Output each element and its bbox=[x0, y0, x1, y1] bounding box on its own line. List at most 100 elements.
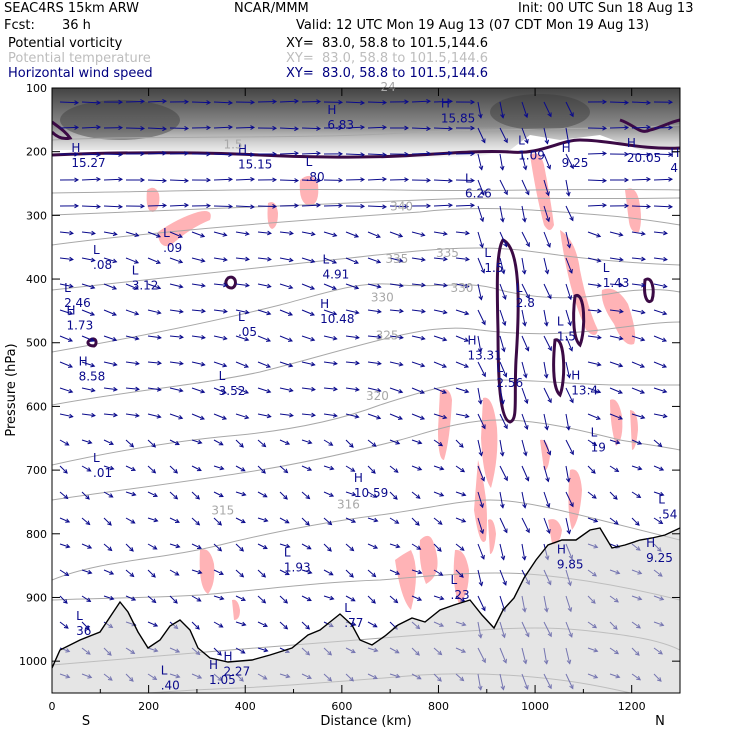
wind-vector-head bbox=[240, 467, 246, 472]
wind-vector-head bbox=[522, 451, 528, 457]
wind-vector-head bbox=[546, 164, 551, 170]
wind-vector-head bbox=[228, 152, 234, 158]
wind-vector-head bbox=[525, 190, 530, 196]
wind-vector-head bbox=[338, 177, 344, 183]
wind-vector-head bbox=[112, 361, 118, 367]
wind-vector-head bbox=[460, 467, 466, 473]
wind-vector-head bbox=[90, 257, 96, 263]
wind-vector-head bbox=[480, 268, 486, 274]
extremum-type: L bbox=[161, 663, 168, 677]
wind-vector-head bbox=[397, 415, 403, 420]
legend-wind-label: Horizontal wind speed bbox=[8, 66, 153, 81]
extremum-value: 3.52 bbox=[219, 384, 246, 398]
wind-vector bbox=[59, 413, 73, 418]
wind-vector bbox=[213, 517, 222, 526]
wind-vector-head bbox=[501, 347, 506, 353]
wind-vector-head bbox=[499, 451, 505, 457]
wind-vector-head bbox=[177, 233, 183, 238]
wind-vector bbox=[191, 621, 200, 630]
wind-vector bbox=[367, 231, 381, 238]
wind-vector-head bbox=[458, 443, 464, 448]
wind-vector-head bbox=[593, 518, 599, 523]
wind-vector bbox=[59, 621, 69, 629]
wind-vector bbox=[103, 569, 114, 575]
wind-vector bbox=[631, 439, 642, 445]
wind-vector-head bbox=[565, 425, 571, 431]
wind-vector bbox=[279, 257, 293, 262]
wind-vector-head bbox=[569, 502, 574, 508]
wind-vector bbox=[587, 204, 607, 207]
wind-vector bbox=[323, 361, 337, 365]
wind-vector bbox=[587, 517, 598, 523]
wind-vector-head bbox=[134, 413, 140, 418]
wind-vector-head bbox=[250, 99, 256, 105]
wind-vector bbox=[411, 283, 425, 286]
wind-vector-head bbox=[478, 295, 484, 301]
wind-vector bbox=[433, 257, 447, 260]
wind-vector bbox=[389, 517, 399, 524]
wind-vector-head bbox=[288, 284, 294, 290]
wind-vector-head bbox=[310, 285, 316, 290]
wind-vector bbox=[367, 178, 387, 181]
plot-frame bbox=[51, 87, 681, 694]
wind-vector-head bbox=[376, 284, 382, 289]
wind-vector-head bbox=[96, 124, 102, 130]
wind-vector-head bbox=[465, 256, 470, 262]
wind-vector bbox=[323, 413, 337, 417]
wind-vector-head bbox=[376, 259, 382, 264]
wind-vector-head bbox=[662, 310, 668, 316]
wind-vector bbox=[59, 309, 73, 315]
wind-vector-head bbox=[376, 309, 382, 314]
extremum-value: 9.85 bbox=[557, 557, 584, 571]
wind-vector-head bbox=[306, 596, 312, 602]
wind-vector bbox=[345, 543, 354, 551]
theta-label: 330 bbox=[451, 281, 474, 295]
theta-label: 340 bbox=[390, 199, 413, 213]
wind-vector-head bbox=[377, 334, 382, 340]
wind-vector-head bbox=[395, 440, 401, 445]
x-tick-label: 800 bbox=[428, 700, 449, 713]
wind-vector bbox=[543, 127, 548, 144]
wind-vector-head bbox=[218, 623, 224, 628]
wind-vector bbox=[81, 153, 101, 156]
wind-vector bbox=[323, 309, 337, 315]
wind-vector-head bbox=[266, 388, 272, 394]
wind-vector-head bbox=[394, 519, 400, 524]
wind-vector bbox=[367, 387, 381, 392]
wind-vector bbox=[653, 387, 667, 393]
wind-vector bbox=[631, 283, 645, 287]
wind-vector bbox=[521, 127, 529, 144]
wind-vector-head bbox=[329, 465, 335, 471]
wind-vector bbox=[631, 101, 651, 104]
wind-vector-head bbox=[283, 598, 289, 604]
extremum-type: L bbox=[496, 361, 503, 375]
wind-vector-head bbox=[461, 491, 467, 497]
wind-vector-head bbox=[96, 176, 102, 182]
wind-vector-head bbox=[195, 494, 201, 500]
wind-vector bbox=[323, 283, 337, 290]
theta-label: 316 bbox=[337, 497, 360, 511]
y-axis-label: Pressure (hPa) bbox=[4, 343, 19, 436]
wind-vector-head bbox=[131, 596, 137, 601]
wind-vector-head bbox=[503, 528, 508, 534]
wind-vector bbox=[565, 361, 570, 378]
wind-vector-head bbox=[174, 440, 180, 446]
wind-vector bbox=[59, 569, 69, 576]
wind-vector-head bbox=[662, 388, 668, 394]
wind-vector bbox=[455, 283, 469, 288]
y-tick-label: 400 bbox=[26, 273, 47, 286]
wind-vector bbox=[653, 153, 673, 156]
wind-vector-head bbox=[173, 468, 179, 474]
wind-vector bbox=[235, 309, 249, 314]
wind-vector-head bbox=[372, 623, 378, 628]
wind-vector-head bbox=[349, 573, 354, 578]
wind-vector bbox=[521, 257, 526, 274]
wind-vector bbox=[213, 231, 227, 236]
wind-vector-head bbox=[305, 494, 311, 500]
wind-vector-head bbox=[250, 152, 256, 157]
wind-vector bbox=[125, 465, 136, 471]
extremum-type: H bbox=[223, 649, 232, 663]
wind-vector bbox=[543, 257, 549, 274]
wind-vector bbox=[499, 309, 506, 326]
wind-vector-head bbox=[217, 546, 223, 552]
